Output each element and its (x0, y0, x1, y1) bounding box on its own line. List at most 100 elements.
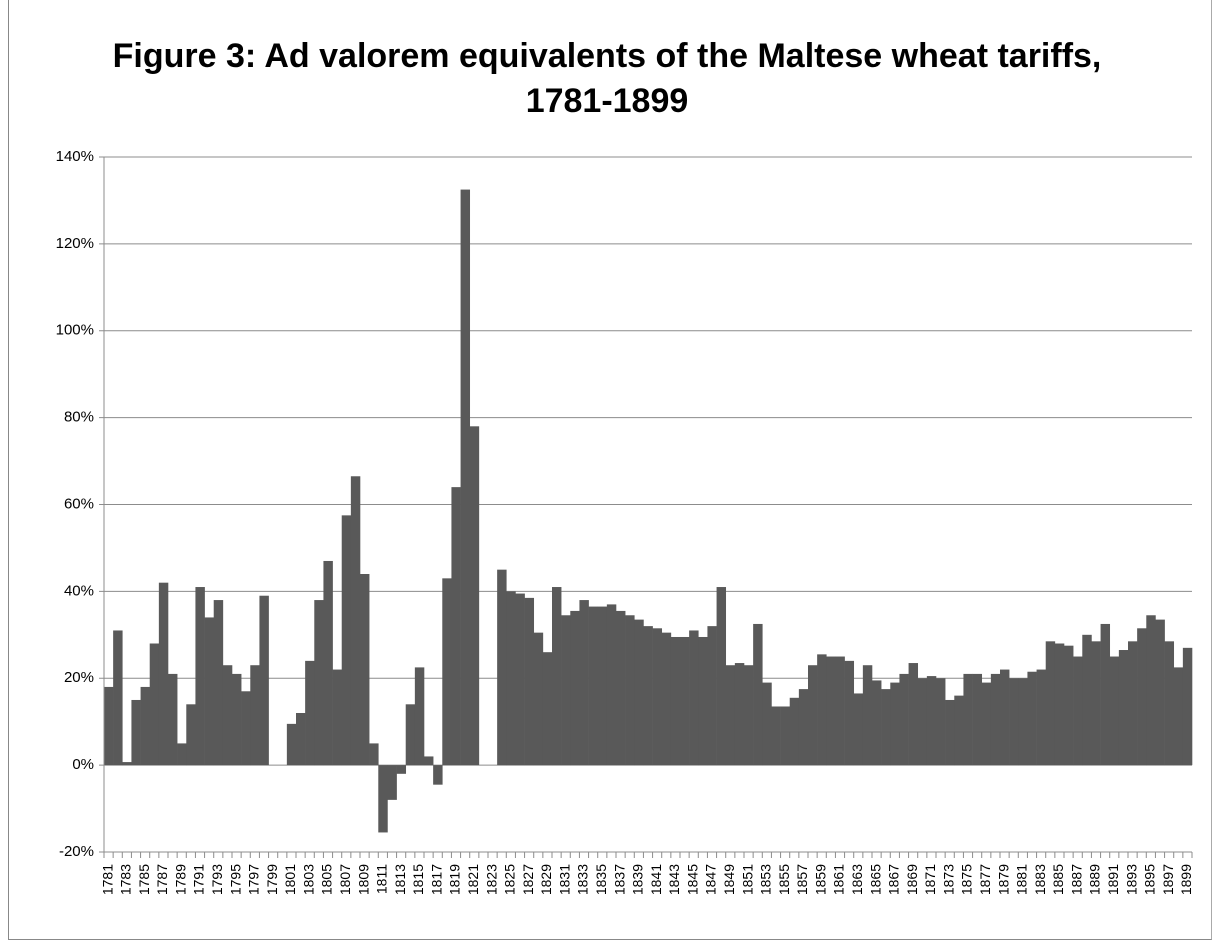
bar (661, 632, 672, 766)
x-tick-label: 1897 (1160, 864, 1176, 895)
bar (853, 693, 864, 766)
bar (158, 582, 169, 766)
x-tick-label: 1795 (227, 864, 243, 895)
bar (753, 623, 763, 766)
x-tick-label: 1783 (118, 864, 134, 895)
bar (1109, 656, 1120, 766)
x-tick-label: 1799 (264, 864, 280, 895)
x-tick-label: 1801 (282, 864, 298, 895)
bar (232, 673, 242, 766)
bar (670, 636, 681, 766)
bar (451, 487, 461, 766)
x-tick-label: 1891 (1105, 864, 1121, 895)
bar (140, 686, 151, 766)
x-tick-label: 1813 (392, 864, 408, 895)
x-tick-label: 1827 (520, 864, 536, 895)
x-tick-label: 1815 (410, 864, 426, 895)
x-tick-label: 1807 (337, 864, 353, 895)
chart-title: Figure 3: Ad valorem equivalents of the … (112, 37, 1102, 120)
x-tick-label: 1893 (1123, 864, 1139, 895)
bar (1182, 647, 1193, 766)
bar (972, 673, 983, 766)
bar (552, 587, 562, 766)
bar (1100, 623, 1111, 766)
bar (222, 665, 233, 766)
bar (698, 636, 708, 766)
bar (149, 643, 160, 766)
x-tick-label: 1829 (538, 864, 554, 895)
bar (195, 587, 205, 766)
bar (250, 665, 260, 766)
x-tick-label: 1867 (886, 864, 902, 895)
bar (405, 704, 416, 766)
x-tick-label: 1881 (1014, 864, 1030, 895)
bar (780, 706, 791, 766)
bar (1054, 643, 1065, 766)
bar (506, 591, 516, 766)
x-tick-label: 1825 (502, 864, 518, 895)
bar (990, 673, 1001, 766)
x-tick-label: 1875 (959, 864, 975, 895)
bar (360, 574, 370, 766)
x-tick-label: 1899 (1178, 864, 1194, 895)
bar (716, 587, 727, 766)
bar (1018, 678, 1028, 766)
bar (460, 189, 471, 766)
x-tick-label: 1819 (447, 864, 463, 895)
bar (981, 682, 992, 766)
x-tick-label: 1787 (154, 864, 170, 895)
bar (634, 619, 644, 766)
y-tick-label: 20% (64, 669, 94, 686)
x-tick-label: 1817 (428, 864, 444, 895)
bar (680, 636, 690, 766)
bar (1027, 671, 1037, 766)
x-tick-label: 1797 (246, 864, 262, 895)
bar (862, 665, 873, 766)
bar (652, 628, 663, 766)
bar (926, 676, 937, 766)
x-tick-label: 1785 (136, 864, 152, 895)
bar (332, 669, 343, 766)
bar (259, 595, 269, 766)
bar (606, 604, 617, 766)
bar (414, 667, 425, 766)
x-tick-label: 1849 (721, 864, 737, 895)
x-tick-label: 1855 (776, 864, 792, 895)
bar (1164, 641, 1175, 766)
y-tick-label: 120% (56, 235, 94, 252)
bar (936, 678, 946, 766)
bar (350, 476, 361, 766)
bar (1082, 634, 1092, 766)
bar (122, 762, 132, 766)
x-tick-label: 1889 (1087, 864, 1103, 895)
bar (213, 600, 224, 766)
bar (1073, 656, 1083, 766)
y-tick-label: 0% (72, 756, 94, 773)
bar (561, 615, 571, 766)
bar (808, 665, 818, 766)
bar (762, 682, 772, 766)
bar (771, 706, 781, 766)
bar (798, 689, 809, 766)
x-tick-label: 1847 (703, 864, 719, 895)
bar (396, 765, 407, 774)
bar (369, 743, 379, 766)
bar (113, 630, 123, 766)
bar (579, 600, 589, 766)
bar (725, 665, 736, 766)
x-tick-label: 1851 (739, 864, 755, 895)
bar (131, 699, 141, 766)
bar (1036, 669, 1047, 766)
bar (643, 626, 653, 766)
bar (826, 656, 836, 766)
chart-frame (8, 0, 1212, 940)
bar (945, 699, 955, 766)
bar (341, 515, 352, 766)
x-tick-label: 1803 (300, 864, 316, 895)
x-tick-label: 1859 (812, 864, 828, 895)
bar (616, 610, 626, 766)
x-tick-label: 1789 (172, 864, 188, 895)
y-tick-label: -20% (59, 843, 94, 860)
bar (625, 615, 635, 766)
